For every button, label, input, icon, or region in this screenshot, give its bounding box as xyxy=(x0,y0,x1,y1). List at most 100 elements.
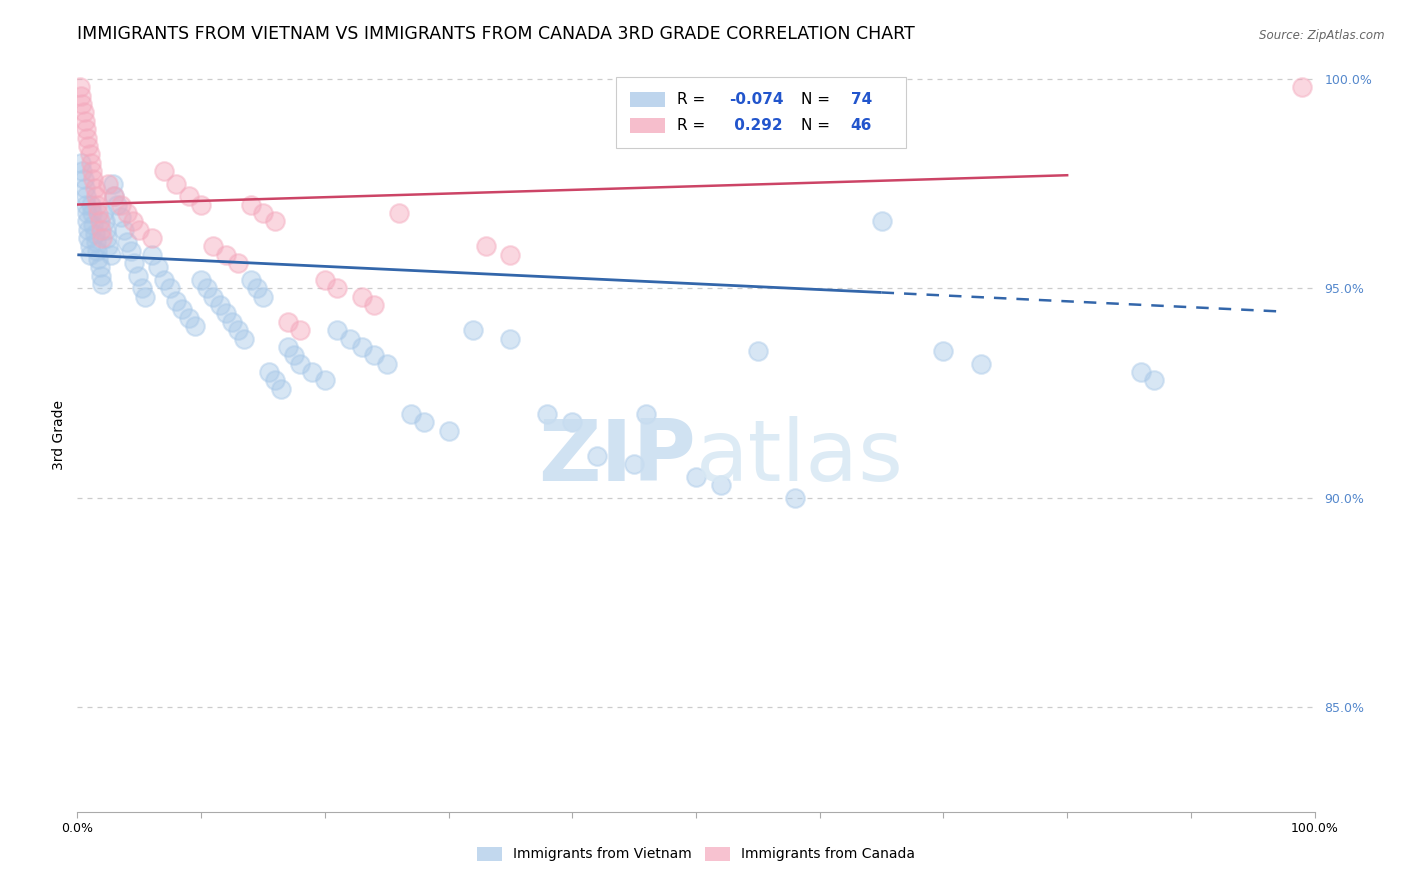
Point xyxy=(115,206,138,220)
Point xyxy=(72,97,94,112)
Point xyxy=(499,332,522,346)
Point xyxy=(146,260,169,275)
Point xyxy=(90,222,112,236)
Point xyxy=(195,281,218,295)
Point xyxy=(350,290,373,304)
Text: 74: 74 xyxy=(851,92,872,107)
Point xyxy=(72,172,94,186)
Point xyxy=(90,268,112,283)
Point xyxy=(246,281,269,295)
Point xyxy=(301,365,323,379)
Point xyxy=(226,256,249,270)
Point xyxy=(314,273,336,287)
Point xyxy=(76,206,98,220)
Point xyxy=(80,155,103,169)
Point xyxy=(89,214,111,228)
Point xyxy=(122,256,145,270)
Point xyxy=(94,222,117,236)
Y-axis label: 3rd Grade: 3rd Grade xyxy=(52,400,66,470)
Point xyxy=(73,181,96,195)
Point xyxy=(69,80,91,95)
Point xyxy=(83,227,105,241)
Point xyxy=(127,268,149,283)
Text: IMMIGRANTS FROM VIETNAM VS IMMIGRANTS FROM CANADA 3RD GRADE CORRELATION CHART: IMMIGRANTS FROM VIETNAM VS IMMIGRANTS FR… xyxy=(77,25,915,43)
Point xyxy=(97,177,120,191)
Point xyxy=(105,197,128,211)
Point xyxy=(177,310,200,325)
Point xyxy=(91,277,114,292)
Point xyxy=(153,164,176,178)
Point xyxy=(165,177,187,191)
Text: R =: R = xyxy=(678,119,710,133)
Point xyxy=(221,315,243,329)
Point xyxy=(1130,365,1153,379)
Point xyxy=(82,172,104,186)
Point xyxy=(100,248,122,262)
Point xyxy=(437,424,460,438)
Point xyxy=(636,407,658,421)
Point xyxy=(1143,373,1166,387)
Point xyxy=(264,373,287,387)
Point xyxy=(233,332,256,346)
Point xyxy=(177,189,200,203)
Text: R =: R = xyxy=(678,92,710,107)
Point xyxy=(77,222,100,236)
Point xyxy=(190,273,212,287)
Point xyxy=(264,214,287,228)
Point xyxy=(122,214,145,228)
FancyBboxPatch shape xyxy=(630,119,665,133)
Point xyxy=(239,197,262,211)
Point xyxy=(110,210,132,224)
Point xyxy=(277,315,299,329)
Point xyxy=(75,189,97,203)
Point xyxy=(314,373,336,387)
Point xyxy=(97,239,120,253)
Point xyxy=(1291,80,1313,95)
Point xyxy=(70,155,93,169)
Point xyxy=(350,340,373,354)
Point xyxy=(115,235,138,250)
Point xyxy=(339,332,361,346)
Point xyxy=(80,197,103,211)
Point xyxy=(288,323,311,337)
Point xyxy=(474,239,496,253)
Point xyxy=(932,344,955,359)
Point xyxy=(747,344,769,359)
Point xyxy=(226,323,249,337)
Point xyxy=(252,206,274,220)
Point xyxy=(82,219,104,233)
Point xyxy=(131,281,153,295)
Point xyxy=(128,222,150,236)
Point xyxy=(86,244,108,258)
Text: Source: ZipAtlas.com: Source: ZipAtlas.com xyxy=(1260,29,1385,42)
Point xyxy=(208,298,231,312)
Point xyxy=(172,302,194,317)
Point xyxy=(96,231,118,245)
Point xyxy=(72,164,94,178)
Point xyxy=(870,80,893,95)
Point xyxy=(969,357,991,371)
Point xyxy=(586,449,609,463)
Point xyxy=(141,231,163,245)
Legend: Immigrants from Vietnam, Immigrants from Canada: Immigrants from Vietnam, Immigrants from… xyxy=(477,847,915,862)
Point xyxy=(73,113,96,128)
Text: ZIP: ZIP xyxy=(538,416,696,499)
Point xyxy=(159,281,181,295)
Point xyxy=(84,189,107,203)
Point xyxy=(388,206,411,220)
Point xyxy=(401,407,423,421)
Point xyxy=(363,348,385,362)
Point xyxy=(110,197,132,211)
Point xyxy=(79,147,101,161)
Point xyxy=(141,248,163,262)
Point xyxy=(326,281,349,295)
Point xyxy=(252,290,274,304)
Point xyxy=(270,382,292,396)
Point xyxy=(239,273,262,287)
Point xyxy=(76,130,98,145)
Point xyxy=(190,197,212,211)
Point xyxy=(77,231,100,245)
Point xyxy=(134,290,156,304)
Point xyxy=(326,323,349,337)
Point xyxy=(103,189,125,203)
